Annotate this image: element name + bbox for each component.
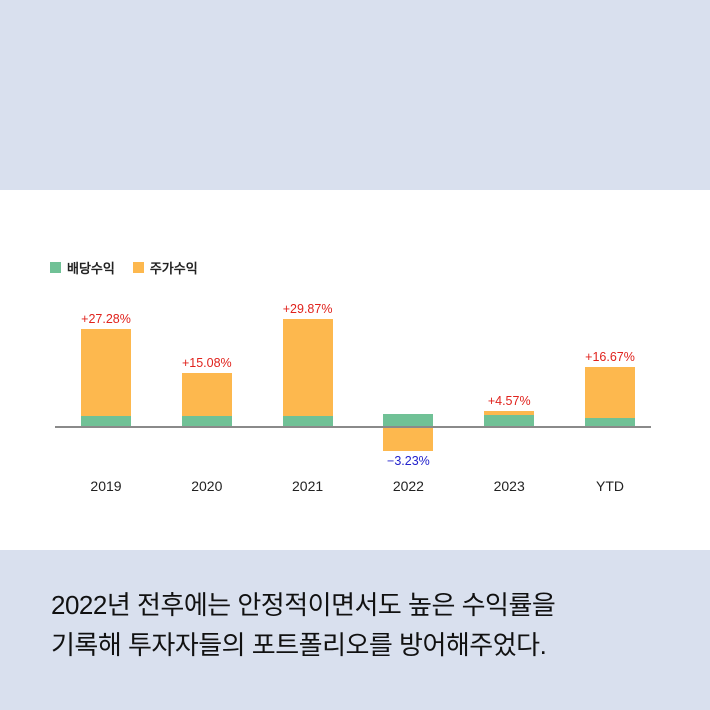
- bar-segment-price: [81, 328, 131, 417]
- bar-segment-price: [585, 366, 635, 418]
- x-axis-label: YTD: [596, 478, 624, 494]
- bar-total-label: −3.23%: [387, 454, 430, 469]
- price-swatch-icon: [132, 262, 144, 273]
- bar-total-label: +16.67%: [585, 349, 635, 364]
- bar-total-label: +29.87%: [282, 302, 333, 317]
- bar-total-label: +27.28%: [81, 311, 131, 326]
- caption-line-2: 기록해 투자자들의 포트폴리오를 방어해주었다.: [51, 630, 547, 660]
- legend-label: 배당수익: [67, 261, 115, 276]
- bar-segment-price: [383, 427, 434, 452]
- bar-segment-dividend: [585, 418, 635, 427]
- zero-baseline: [55, 426, 651, 428]
- dividend-swatch-icon: [50, 262, 61, 273]
- x-axis-label: 2021: [292, 478, 324, 494]
- bar-total-label: +4.57%: [487, 393, 531, 408]
- legend-label: 주가수익: [149, 261, 198, 276]
- legend-item-price: 주가수익: [132, 258, 198, 277]
- caption-band: [0, 550, 710, 710]
- bar-segment-dividend: [484, 414, 535, 427]
- bar-segment-dividend: [81, 416, 131, 427]
- legend-item-dividend: 배당수익: [50, 258, 115, 277]
- caption-text: 2022년 전후에는 안정적이면서도 높은 수익률을 기록해 투자자들의 포트폴…: [51, 585, 556, 665]
- x-axis-label: 2019: [90, 478, 122, 494]
- bar-segment-dividend: [181, 416, 232, 427]
- bar-segment-dividend: [282, 416, 333, 427]
- bar-total-label: +15.08%: [181, 355, 232, 370]
- x-axis-label: 2020: [191, 478, 223, 494]
- top-band: [0, 0, 710, 190]
- bar-segment-price: [484, 410, 535, 415]
- x-axis-label: 2022: [392, 478, 424, 494]
- bar-segment-dividend: [383, 414, 434, 427]
- caption-line-1: 2022년 전후에는 안정적이면서도 높은 수익률을: [51, 590, 556, 620]
- bar-segment-price: [181, 372, 232, 417]
- chart-legend: 배당수익 주가수익: [50, 258, 216, 277]
- bar-segment-price: [282, 319, 333, 417]
- x-axis-label: 2023: [493, 478, 525, 494]
